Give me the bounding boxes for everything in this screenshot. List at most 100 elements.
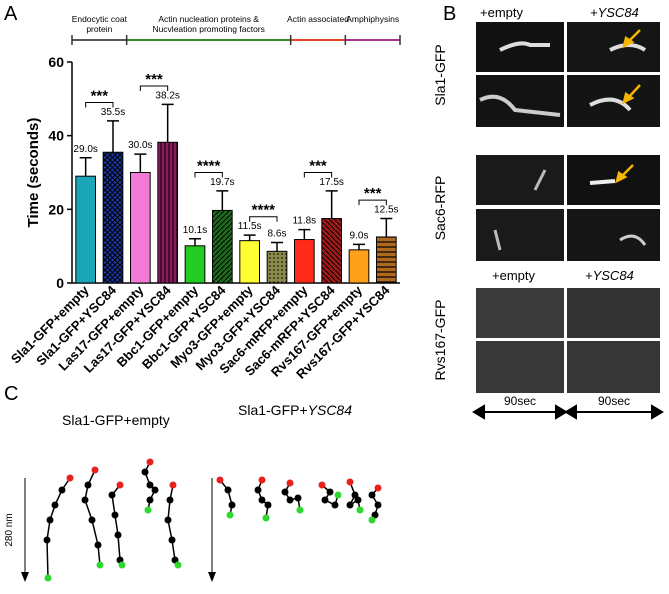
track-point bbox=[144, 506, 152, 514]
error-bar bbox=[325, 190, 338, 219]
bar bbox=[211, 209, 233, 284]
value-label: 30.0s bbox=[128, 140, 152, 151]
track-point bbox=[168, 536, 176, 544]
track-point bbox=[334, 491, 342, 499]
track-title: Sla1-GFP+empty bbox=[62, 412, 170, 428]
panel-label: C bbox=[4, 383, 18, 405]
column-header: +YSC84 bbox=[590, 5, 639, 20]
text: Sla1-GFP+ bbox=[238, 402, 308, 418]
value-label: 8.6s bbox=[268, 228, 287, 239]
significance-bracket bbox=[249, 216, 278, 222]
y-tick-label: 40 bbox=[48, 128, 64, 144]
value-label: 38.2s bbox=[155, 90, 179, 101]
value-label: 10.1s bbox=[183, 225, 207, 236]
significance-bracket bbox=[85, 102, 114, 108]
bar bbox=[157, 141, 179, 284]
bar bbox=[75, 175, 97, 284]
error-bar bbox=[298, 228, 311, 240]
kymograph bbox=[476, 155, 564, 205]
bar bbox=[239, 240, 261, 284]
error-bar bbox=[79, 157, 92, 177]
track-point bbox=[368, 516, 376, 524]
significance-label: *** bbox=[145, 71, 163, 88]
error-bar bbox=[107, 120, 119, 153]
y-tick-label: 20 bbox=[48, 201, 64, 217]
significance-label: *** bbox=[309, 158, 327, 175]
track-point bbox=[356, 506, 364, 514]
track-point bbox=[258, 476, 266, 484]
error-bar bbox=[380, 217, 393, 237]
track-point bbox=[174, 561, 182, 569]
track-point bbox=[374, 501, 382, 509]
kymograph bbox=[567, 341, 660, 393]
error-bar bbox=[243, 234, 256, 241]
track-point bbox=[224, 486, 232, 494]
kymograph bbox=[476, 341, 564, 393]
track-point bbox=[346, 478, 354, 486]
value-label: 19.7s bbox=[210, 177, 234, 188]
significance-label: *** bbox=[364, 185, 382, 202]
track-path bbox=[219, 479, 233, 516]
track-point bbox=[66, 474, 74, 482]
track-point bbox=[374, 484, 382, 492]
kymograph bbox=[567, 209, 660, 261]
kymograph bbox=[476, 75, 564, 127]
track-point bbox=[368, 491, 376, 499]
track-point bbox=[281, 488, 289, 496]
track-point bbox=[141, 468, 149, 476]
error-bar bbox=[271, 241, 283, 252]
bar bbox=[375, 236, 397, 284]
track-point bbox=[111, 511, 119, 519]
track-point bbox=[91, 466, 99, 474]
track-point bbox=[286, 479, 294, 487]
track-point bbox=[81, 496, 89, 504]
row-label: Sac6-RFP bbox=[432, 176, 448, 241]
track-point bbox=[296, 506, 304, 514]
y-tick-label: 60 bbox=[48, 54, 64, 70]
row-label: Rvs167-GFP bbox=[432, 300, 448, 381]
track-point bbox=[96, 561, 104, 569]
bar bbox=[102, 151, 124, 284]
track-point bbox=[294, 494, 302, 502]
track-point bbox=[84, 481, 92, 489]
track-point bbox=[166, 496, 174, 504]
significance-label: **** bbox=[252, 202, 276, 219]
value-label: 9.0s bbox=[350, 230, 369, 241]
track-point bbox=[354, 496, 362, 504]
track-point bbox=[164, 516, 172, 524]
track-point bbox=[318, 481, 326, 489]
bar-chart: 0 20 40 60 Time (seconds) Endocytic coat prote… bbox=[8, 14, 401, 382]
track-point bbox=[226, 511, 234, 519]
track-point bbox=[254, 486, 262, 494]
track-point bbox=[146, 458, 154, 466]
error-bar bbox=[353, 243, 365, 250]
error-bar bbox=[161, 103, 174, 143]
significance-bracket bbox=[194, 172, 223, 178]
group-label: Actin nucleation proteins & Nucvleation p… bbox=[152, 14, 264, 34]
bar bbox=[293, 239, 315, 284]
scale-label: 90sec bbox=[598, 394, 630, 408]
track-point bbox=[118, 561, 126, 569]
track-point bbox=[286, 496, 294, 504]
value-label: 12.5s bbox=[374, 205, 398, 216]
value-label: 29.0s bbox=[73, 144, 97, 155]
scale-label: 280 nm bbox=[4, 513, 15, 546]
kymographs: +empty +YSC84 +empty +YSC84 Sla1-GFP Sac… bbox=[432, 5, 664, 420]
track-path bbox=[46, 477, 71, 579]
value-label: 17.5s bbox=[319, 177, 343, 188]
bar bbox=[266, 250, 288, 284]
column-header: +empty bbox=[492, 268, 535, 283]
significance-label: *** bbox=[91, 88, 109, 105]
panel-label: B bbox=[443, 3, 456, 25]
column-header: +YSC84 bbox=[585, 268, 634, 283]
track-point bbox=[94, 541, 102, 549]
track-point bbox=[151, 486, 159, 494]
bar bbox=[321, 218, 343, 284]
track-point bbox=[88, 516, 96, 524]
value-label: 11.5s bbox=[238, 221, 262, 232]
track-point bbox=[331, 501, 339, 509]
value-label: 35.5s bbox=[101, 107, 125, 118]
bar bbox=[348, 249, 370, 284]
track-point bbox=[146, 481, 154, 489]
